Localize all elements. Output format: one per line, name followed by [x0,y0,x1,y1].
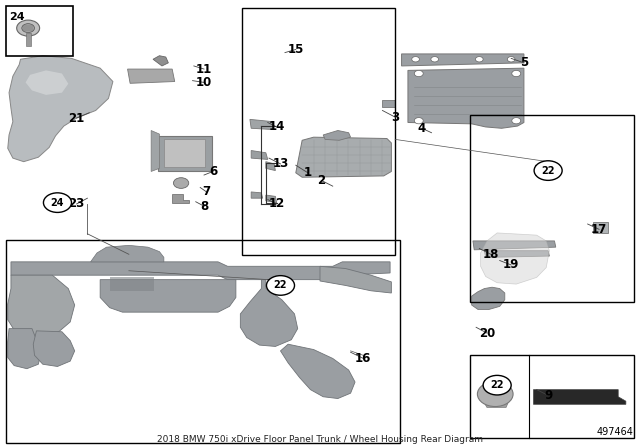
Polygon shape [472,287,505,310]
Polygon shape [109,277,154,291]
Bar [6,241,400,443]
Polygon shape [172,194,189,202]
Circle shape [17,20,40,36]
Bar [470,355,634,438]
Text: 23: 23 [68,198,84,211]
Text: 22: 22 [274,280,287,290]
Text: 2018 BMW 750i xDrive Floor Panel Trunk / Wheel Housing Rear Diagram: 2018 BMW 750i xDrive Floor Panel Trunk /… [157,435,483,444]
Circle shape [414,70,423,77]
Bar [26,34,31,46]
Text: 12: 12 [269,198,285,211]
Text: 21: 21 [68,112,84,125]
Circle shape [488,383,506,395]
Text: 15: 15 [287,43,304,56]
Text: 6: 6 [209,165,217,178]
Circle shape [476,56,483,62]
Circle shape [477,382,513,406]
Polygon shape [408,68,524,128]
Circle shape [173,178,189,188]
Text: 24: 24 [10,12,25,22]
Text: 22: 22 [490,380,504,390]
Polygon shape [153,56,168,66]
Polygon shape [266,195,276,202]
Polygon shape [383,100,395,108]
Text: 10: 10 [196,76,212,89]
Polygon shape [164,139,205,167]
Circle shape [483,375,511,395]
Polygon shape [100,280,236,312]
Text: 1: 1 [304,166,312,179]
Text: 11: 11 [196,63,212,76]
Polygon shape [323,130,351,140]
Polygon shape [320,266,392,293]
Circle shape [431,56,438,62]
Polygon shape [401,54,524,66]
Bar [243,8,395,255]
Polygon shape [266,162,275,171]
Polygon shape [280,344,355,399]
Polygon shape [157,136,212,172]
Text: 19: 19 [503,258,519,271]
Polygon shape [534,390,626,404]
Polygon shape [241,280,298,346]
Circle shape [44,193,72,212]
Circle shape [508,56,515,62]
Polygon shape [8,275,75,337]
Text: 8: 8 [200,200,208,213]
Polygon shape [11,262,390,280]
Text: 2: 2 [317,174,325,187]
Polygon shape [296,137,392,177]
Polygon shape [91,246,164,262]
Text: 9: 9 [544,389,552,402]
Text: 20: 20 [479,327,495,340]
Text: 14: 14 [269,121,285,134]
Text: 16: 16 [355,352,371,365]
Text: 22: 22 [541,166,555,176]
Text: 4: 4 [418,122,426,135]
Text: 17: 17 [591,223,607,236]
Circle shape [266,276,294,295]
Text: 18: 18 [483,248,499,261]
Polygon shape [473,241,556,250]
Polygon shape [127,69,175,83]
Polygon shape [251,151,268,159]
Polygon shape [484,251,549,258]
Polygon shape [481,233,549,284]
Text: 3: 3 [391,111,399,124]
Bar [6,6,74,56]
Polygon shape [251,192,262,198]
Polygon shape [151,130,159,172]
Text: 24: 24 [51,198,64,207]
Circle shape [414,117,423,124]
Polygon shape [33,331,75,366]
Bar [470,115,634,302]
Text: 7: 7 [202,185,211,198]
Polygon shape [8,329,41,369]
Polygon shape [593,222,608,233]
Polygon shape [250,119,274,129]
Circle shape [512,70,521,77]
Text: 497464: 497464 [596,427,634,437]
Circle shape [534,161,562,181]
Circle shape [22,24,35,33]
Polygon shape [484,403,508,407]
Text: 5: 5 [520,56,528,69]
Circle shape [512,117,521,124]
Polygon shape [8,56,113,162]
Text: 13: 13 [273,157,289,170]
Circle shape [412,56,419,62]
Polygon shape [26,70,68,95]
